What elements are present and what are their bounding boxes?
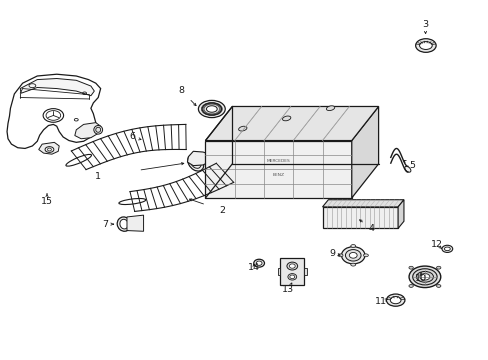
Ellipse shape bbox=[341, 247, 364, 264]
Ellipse shape bbox=[412, 269, 436, 285]
Ellipse shape bbox=[408, 266, 440, 288]
Text: 9: 9 bbox=[328, 249, 335, 258]
Text: 5: 5 bbox=[409, 161, 415, 170]
Ellipse shape bbox=[419, 41, 431, 49]
Ellipse shape bbox=[436, 284, 440, 287]
Ellipse shape bbox=[282, 116, 290, 121]
Polygon shape bbox=[397, 200, 403, 228]
Polygon shape bbox=[322, 207, 397, 228]
Ellipse shape bbox=[120, 219, 128, 229]
Ellipse shape bbox=[238, 126, 246, 131]
Polygon shape bbox=[127, 215, 143, 231]
Ellipse shape bbox=[408, 266, 412, 269]
Ellipse shape bbox=[386, 294, 404, 306]
Text: 2: 2 bbox=[219, 206, 225, 215]
Polygon shape bbox=[75, 123, 101, 139]
Ellipse shape bbox=[94, 126, 102, 134]
Polygon shape bbox=[205, 164, 378, 198]
Text: 12: 12 bbox=[430, 240, 442, 249]
Polygon shape bbox=[205, 107, 378, 140]
Ellipse shape bbox=[187, 154, 203, 171]
Polygon shape bbox=[7, 74, 101, 148]
Text: 11: 11 bbox=[374, 297, 386, 306]
Ellipse shape bbox=[444, 247, 449, 251]
Ellipse shape bbox=[350, 244, 355, 247]
Ellipse shape bbox=[348, 252, 356, 258]
Text: 6: 6 bbox=[129, 132, 135, 141]
Ellipse shape bbox=[256, 261, 262, 265]
Text: MERCEDES: MERCEDES bbox=[266, 159, 290, 163]
Polygon shape bbox=[187, 151, 211, 166]
Ellipse shape bbox=[436, 266, 440, 269]
Text: 1: 1 bbox=[95, 172, 101, 181]
Ellipse shape bbox=[337, 254, 342, 257]
Ellipse shape bbox=[289, 275, 294, 279]
Polygon shape bbox=[322, 200, 403, 207]
Ellipse shape bbox=[289, 264, 295, 268]
Polygon shape bbox=[20, 78, 94, 96]
Text: 14: 14 bbox=[248, 264, 260, 273]
Ellipse shape bbox=[389, 297, 400, 304]
Polygon shape bbox=[304, 268, 306, 275]
Text: 3: 3 bbox=[421, 19, 427, 28]
Polygon shape bbox=[205, 140, 351, 198]
Ellipse shape bbox=[286, 262, 297, 270]
Ellipse shape bbox=[415, 271, 432, 282]
Ellipse shape bbox=[404, 166, 410, 172]
Ellipse shape bbox=[345, 249, 360, 261]
Ellipse shape bbox=[253, 259, 264, 267]
Polygon shape bbox=[280, 258, 304, 285]
Ellipse shape bbox=[350, 263, 355, 266]
Text: 10: 10 bbox=[414, 274, 426, 283]
Ellipse shape bbox=[202, 103, 221, 115]
Text: 7: 7 bbox=[102, 220, 108, 229]
Text: 15: 15 bbox=[41, 197, 53, 206]
Ellipse shape bbox=[287, 274, 296, 280]
Polygon shape bbox=[351, 107, 378, 198]
Text: 8: 8 bbox=[178, 86, 184, 95]
Ellipse shape bbox=[198, 100, 225, 118]
Polygon shape bbox=[39, 142, 59, 154]
Ellipse shape bbox=[415, 39, 435, 52]
Text: 4: 4 bbox=[367, 224, 373, 233]
Text: 13: 13 bbox=[282, 285, 294, 294]
Ellipse shape bbox=[117, 217, 131, 231]
Polygon shape bbox=[277, 268, 280, 275]
Ellipse shape bbox=[325, 106, 334, 111]
Text: BENZ: BENZ bbox=[272, 173, 284, 177]
Ellipse shape bbox=[363, 254, 367, 257]
Ellipse shape bbox=[408, 284, 412, 287]
Ellipse shape bbox=[206, 106, 217, 112]
Ellipse shape bbox=[419, 274, 429, 280]
Ellipse shape bbox=[441, 245, 452, 252]
